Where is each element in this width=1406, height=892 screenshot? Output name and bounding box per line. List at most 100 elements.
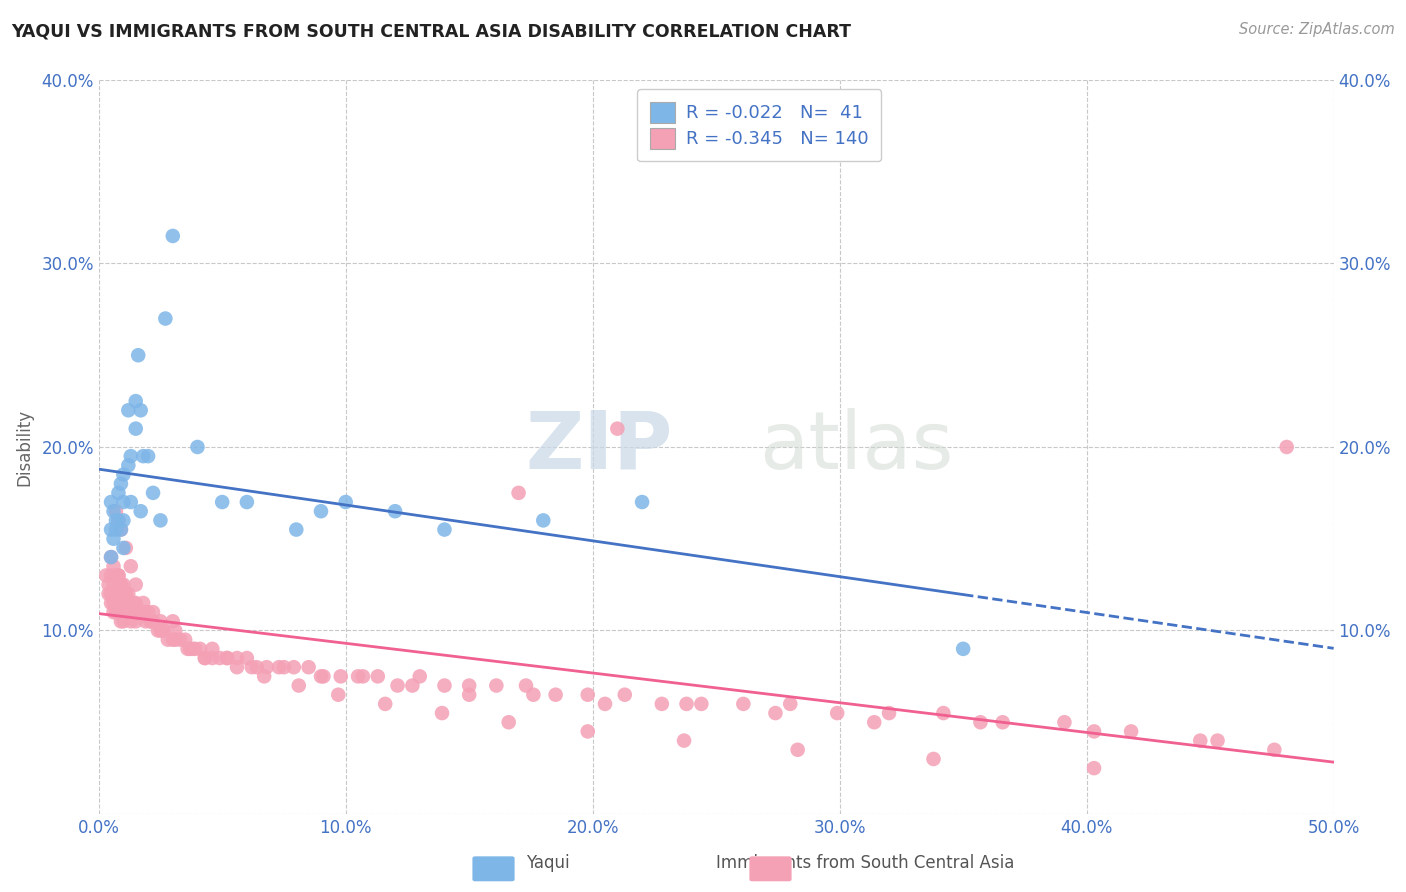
Point — [142, 615, 165, 629]
Point — [433, 523, 456, 537]
Point — [335, 495, 357, 509]
Point — [94, 568, 117, 582]
Point — [544, 688, 567, 702]
Point — [283, 660, 305, 674]
Point — [156, 632, 179, 647]
Point — [152, 624, 174, 638]
Point — [136, 605, 159, 619]
Point — [508, 486, 530, 500]
Point — [100, 550, 122, 565]
Point — [287, 679, 309, 693]
Point — [112, 541, 135, 555]
Point — [1206, 733, 1229, 747]
Point — [328, 688, 350, 702]
Point — [458, 688, 481, 702]
Point — [104, 523, 127, 537]
Point — [733, 697, 755, 711]
Point — [430, 706, 453, 720]
Point — [673, 733, 696, 747]
Point — [97, 587, 120, 601]
Point — [125, 422, 148, 436]
Point — [162, 229, 184, 244]
Point — [112, 495, 135, 509]
Point — [97, 577, 120, 591]
Point — [367, 669, 389, 683]
Point — [186, 440, 208, 454]
Point — [181, 641, 204, 656]
Point — [107, 587, 129, 601]
Point — [246, 660, 269, 674]
Point — [1189, 733, 1212, 747]
Point — [576, 724, 599, 739]
Point — [112, 587, 135, 601]
Point — [149, 513, 172, 527]
Point — [932, 706, 955, 720]
Point — [253, 669, 276, 683]
Point — [115, 605, 138, 619]
Point — [217, 651, 239, 665]
Point — [100, 587, 122, 601]
Point — [485, 679, 508, 693]
Point — [329, 669, 352, 683]
Point — [240, 660, 263, 674]
Point — [136, 449, 159, 463]
Point — [110, 523, 132, 537]
Point — [125, 605, 148, 619]
Point — [409, 669, 432, 683]
Point — [267, 660, 290, 674]
Point — [176, 641, 198, 656]
Text: ZIP: ZIP — [526, 408, 673, 486]
Text: YAQUI VS IMMIGRANTS FROM SOUTH CENTRAL ASIA DISABILITY CORRELATION CHART: YAQUI VS IMMIGRANTS FROM SOUTH CENTRAL A… — [11, 22, 851, 40]
Point — [309, 504, 332, 518]
Point — [129, 504, 152, 518]
Point — [120, 596, 142, 610]
Point — [201, 641, 224, 656]
Point — [110, 577, 132, 591]
Point — [107, 605, 129, 619]
Point — [146, 624, 169, 638]
Point — [236, 495, 259, 509]
Point — [401, 679, 423, 693]
Point — [115, 541, 138, 555]
Point — [120, 596, 142, 610]
Point — [104, 587, 127, 601]
Point — [149, 615, 172, 629]
Point — [613, 688, 636, 702]
Point — [125, 394, 148, 409]
Point — [786, 743, 808, 757]
Point — [825, 706, 848, 720]
Point — [991, 715, 1014, 730]
Point — [952, 641, 974, 656]
Point — [194, 651, 217, 665]
Point — [1275, 440, 1298, 454]
Point — [120, 449, 142, 463]
Point — [142, 605, 165, 619]
Point — [169, 632, 191, 647]
Point — [110, 523, 132, 537]
Point — [352, 669, 374, 683]
Point — [922, 752, 945, 766]
Point — [103, 504, 125, 518]
Point — [236, 651, 259, 665]
Point — [165, 632, 187, 647]
Point — [217, 651, 239, 665]
Point — [969, 715, 991, 730]
Point — [110, 596, 132, 610]
Point — [127, 348, 149, 362]
Point — [139, 615, 162, 629]
Point — [515, 679, 537, 693]
Point — [142, 486, 165, 500]
Point — [498, 715, 520, 730]
Text: Source: ZipAtlas.com: Source: ZipAtlas.com — [1239, 22, 1395, 37]
Point — [433, 679, 456, 693]
Point — [100, 495, 122, 509]
Point — [458, 679, 481, 693]
Point — [877, 706, 900, 720]
Point — [104, 513, 127, 527]
Point — [162, 632, 184, 647]
Point — [139, 615, 162, 629]
Point — [107, 513, 129, 527]
Text: Immigrants from South Central Asia: Immigrants from South Central Asia — [716, 855, 1014, 872]
Point — [120, 495, 142, 509]
Point — [1263, 743, 1285, 757]
